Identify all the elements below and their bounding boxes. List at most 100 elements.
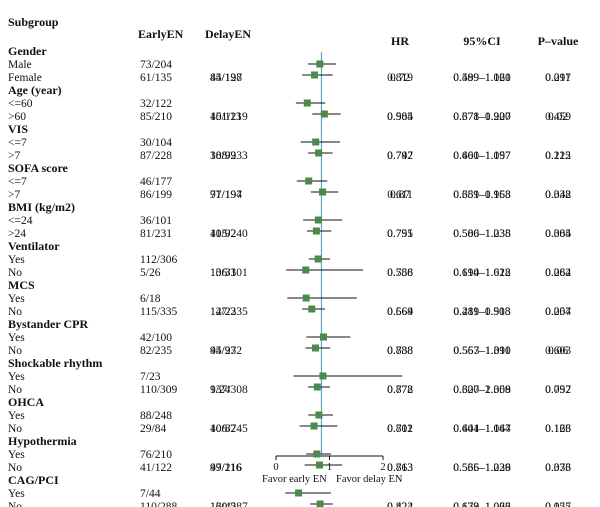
header-ci: 95%CI xyxy=(463,34,501,48)
ci-cell: 0.553–1.011 xyxy=(453,345,510,357)
subgroup-label: >24 xyxy=(8,228,26,240)
early-en-cell: 5/26 xyxy=(140,267,161,279)
ci-cell: 0.651–1.163 xyxy=(453,189,511,201)
x-tick-label: 0 xyxy=(273,462,278,473)
p-value-cell: 0.333 xyxy=(545,462,571,474)
hr-cell: 0.611 xyxy=(387,189,413,201)
x-tick-label: 1 xyxy=(327,462,332,473)
hr-cell: 0.772 xyxy=(387,384,413,396)
header-hr: HR xyxy=(391,34,409,48)
delay-en-cell: 47/116 xyxy=(210,462,242,474)
header-early-en: EarlyEN xyxy=(138,27,184,41)
ci-cell: 0.600–1.008 xyxy=(453,384,511,396)
early-en-cell: 36/101 xyxy=(140,215,172,227)
early-en-cell: 88/248 xyxy=(140,410,172,422)
early-en-cell: 41/122 xyxy=(140,462,172,474)
hr-point-marker xyxy=(314,255,322,263)
header-p-value: P–value xyxy=(538,34,579,48)
hr-cell: 0.791 xyxy=(387,228,413,240)
hr-point-marker xyxy=(311,71,319,79)
subgroup-label: No xyxy=(8,462,22,474)
subgroup-label: >60 xyxy=(8,111,26,123)
ci-cell: 0.327–2.359 xyxy=(453,384,511,396)
group-title: OHCA xyxy=(8,395,44,409)
delay-en-cell: 99/216 xyxy=(210,462,242,474)
delay-en-cell: 130/287 xyxy=(210,501,248,507)
header-subgroup: Subgroup xyxy=(8,15,59,29)
subgroup-label: No xyxy=(8,501,22,507)
delay-en-cell: 97/197 xyxy=(210,189,242,201)
delay-en-cell: 147/335 xyxy=(210,306,248,318)
p-value-cell: 0.348 xyxy=(545,189,571,201)
ci-cell: 0.441–1.147 xyxy=(453,423,511,435)
group-title: Ventilator xyxy=(8,239,60,253)
p-value-cell: 0.305 xyxy=(545,228,571,240)
ci-cell: 0.489–1.061 xyxy=(453,72,511,84)
subgroup-label: No xyxy=(8,306,22,318)
hr-cell: 0.422 xyxy=(387,501,413,507)
p-value-cell: 0.097 xyxy=(545,72,571,84)
p-value-cell: 0.211 xyxy=(545,72,571,84)
hr-cell: 0.813 xyxy=(387,462,413,474)
group-title: Age (year) xyxy=(8,83,62,97)
ci-cell: 0.566–1.029 xyxy=(453,462,511,474)
ci-cell: 0.599–1.120 xyxy=(453,72,511,84)
hr-cell: 0.564 xyxy=(387,306,413,318)
p-value-cell: 0.007 xyxy=(545,306,571,318)
hr-point-marker xyxy=(302,294,310,302)
ci-cell: 0.614–1.012 xyxy=(453,267,511,279)
hr-cell: 0.763 xyxy=(387,462,413,474)
hr-point-marker xyxy=(315,149,323,157)
early-en-cell: 110/309 xyxy=(140,384,178,396)
p-value-cell: 0.084 xyxy=(545,228,571,240)
delay-en-cell: 94/232 xyxy=(210,345,242,357)
subgroup-label: <=7 xyxy=(8,176,27,188)
hr-point-marker xyxy=(303,99,311,107)
subgroup-label: Yes xyxy=(8,488,25,500)
subgroup-label: <=24 xyxy=(8,215,33,227)
ci-cell: 0.639–1.062 xyxy=(453,501,511,507)
ci-cell: 0.489–0.913 xyxy=(453,306,511,318)
early-en-cell: 30/104 xyxy=(140,137,172,149)
group-title: MCS xyxy=(8,278,35,292)
group-title: BMI (kg/m2) xyxy=(8,200,75,214)
p-value-cell: 0.797 xyxy=(545,384,571,396)
delay-en-cell: 16/45 xyxy=(210,501,236,507)
group-title: Shockable rhythm xyxy=(8,356,102,370)
subgroup-label: No xyxy=(8,267,22,279)
hr-point-marker xyxy=(295,489,303,497)
ci-cell: 0.604–1.064 xyxy=(453,423,511,435)
ci-cell: 0.580–1.035 xyxy=(453,228,511,240)
ci-cell: 0.190–1.628 xyxy=(453,267,511,279)
subgroup-label: Female xyxy=(8,72,42,84)
hr-point-marker xyxy=(313,383,321,391)
delay-en-cell: 108/233 xyxy=(210,150,248,162)
subgroup-label: No xyxy=(8,345,22,357)
early-en-cell: 112/306 xyxy=(140,254,178,266)
hr-point-marker xyxy=(312,227,320,235)
delay-en-cell: 137/308 xyxy=(210,384,248,396)
group-title: Bystander CPR xyxy=(8,317,88,331)
hr-cell: 0.888 xyxy=(387,345,413,357)
hr-cell: 0.904 xyxy=(387,111,413,123)
hr-cell: 0.585 xyxy=(387,111,413,123)
p-value-cell: 0.062 xyxy=(545,267,571,279)
p-value-cell: 0.603 xyxy=(545,345,571,357)
delay-en-cell: 101/219 xyxy=(210,111,248,123)
hr-cell: 0.824 xyxy=(387,501,413,507)
group-title: VIS xyxy=(8,122,28,136)
hr-point-marker xyxy=(320,333,328,341)
ci-cell: 0.460–1.197 xyxy=(453,150,511,162)
early-en-cell: 110/288 xyxy=(140,501,178,507)
header-delay-en: DelayEN xyxy=(205,27,251,41)
delay-en-cell: 106/245 xyxy=(210,423,248,435)
early-en-cell: 6/18 xyxy=(140,293,161,305)
p-value-cell: 0.459 xyxy=(545,111,571,123)
hr-cell: 0.755 xyxy=(387,228,413,240)
hr-cell: 0.802 xyxy=(387,423,413,435)
p-value-cell: 0.02 xyxy=(548,111,568,123)
hr-cell: 0.738 xyxy=(387,345,413,357)
p-value-cell: 0.222 xyxy=(545,150,571,162)
